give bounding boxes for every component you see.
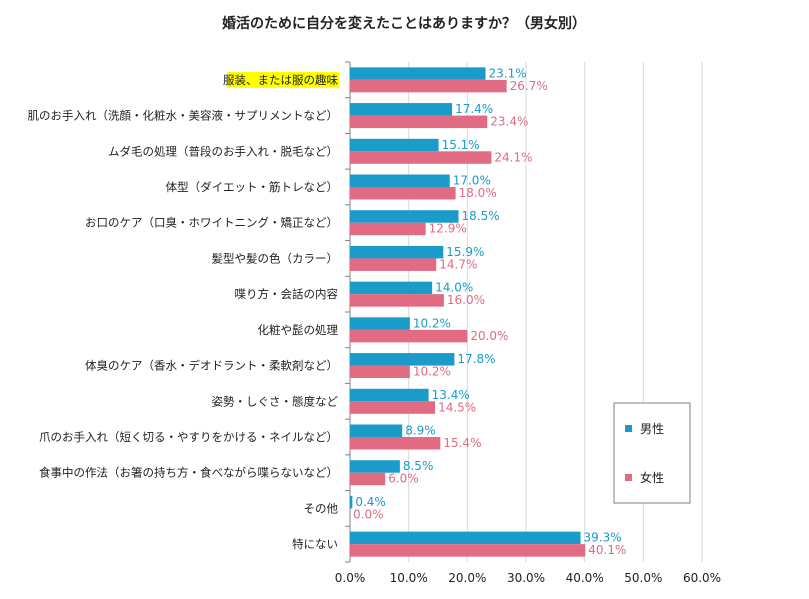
category-label: 体型（ダイエット・筋トレなど） <box>166 180 338 194</box>
legend-swatch-female <box>625 474 632 481</box>
data-label-female: 24.1% <box>494 150 532 164</box>
category-label: お口のケア（口臭・ホワイトニング・矯正など） <box>85 216 338 230</box>
data-label-male: 0.4% <box>355 495 386 509</box>
x-tick-label: 20.0% <box>448 571 486 585</box>
legend-label-female: 女性 <box>640 470 664 485</box>
bar-female <box>350 79 507 93</box>
category-label: 体臭のケア（香水・デオドラント・柔軟剤など） <box>85 359 338 373</box>
data-label-female: 10.2% <box>413 365 451 379</box>
data-label-male: 8.5% <box>403 459 434 473</box>
bar-male <box>350 103 453 116</box>
data-label-male: 18.5% <box>462 209 500 223</box>
category-label: ムダ毛の処理（普段のお手入れ・脱毛など） <box>108 144 338 158</box>
bar-female <box>350 329 468 343</box>
bar-male <box>350 424 403 437</box>
bar-male <box>350 281 433 295</box>
category-highlight <box>227 71 339 88</box>
bar-male <box>350 174 450 187</box>
bar-layer <box>350 67 586 557</box>
category-label: 化粧や髭の処理 <box>258 323 339 337</box>
bar-male <box>350 245 444 259</box>
data-label-female: 16.0% <box>447 293 485 307</box>
bar-female <box>350 544 586 557</box>
category-label: 服装、または服の趣味 <box>223 73 338 87</box>
chart-title: 婚活のために自分を変えたことはありますか？（男女別） <box>222 15 586 32</box>
data-label-female: 6.0% <box>388 472 419 486</box>
bar-male <box>350 67 486 80</box>
data-label-male: 15.9% <box>446 245 484 259</box>
bar-female <box>350 151 492 164</box>
category-label: 爪のお手入れ（短く切る・やすりをかける・ネイルなど） <box>39 430 338 444</box>
data-label-female: 14.5% <box>438 400 476 414</box>
highlight-layer <box>227 71 339 88</box>
data-label-male: 23.1% <box>489 66 527 80</box>
bar-female <box>350 258 437 271</box>
bar-male <box>350 138 439 152</box>
x-tick-label: 50.0% <box>624 571 662 585</box>
bar-female <box>350 437 441 450</box>
data-label-male: 14.0% <box>435 281 473 295</box>
category-label: その他 <box>304 501 339 515</box>
label-layer: 23.1%26.7% 17.4%23.4% 15.1% 24.1%17.0%18.0%… <box>353 66 626 557</box>
data-label-male: 8.9% <box>405 424 436 438</box>
bar-male <box>350 353 455 366</box>
bar-female <box>350 222 426 236</box>
data-label-male: 17.0% <box>453 174 491 188</box>
x-tick-label: 10.0% <box>390 571 428 585</box>
data-label-male: 10.2% <box>413 316 451 330</box>
data-label-female: 12.9% <box>429 222 467 236</box>
x-tick-label: 40.0% <box>566 571 604 585</box>
legend-label-male: 男性 <box>640 422 664 436</box>
x-tick-label: 30.0% <box>507 571 545 585</box>
data-label-male: 15.1% <box>442 138 480 152</box>
data-label-female: 26.7% <box>510 79 548 93</box>
bar-male <box>350 531 581 545</box>
category-label: 肌のお手入れ（洗顔・化粧水・美容液・サプリメントなど） <box>28 109 339 123</box>
legend-box <box>613 402 691 504</box>
data-label-male: 13.4% <box>432 388 470 402</box>
x-tick-label: 0.0% <box>335 571 366 585</box>
bar-male <box>350 210 459 223</box>
bar-female <box>350 115 488 129</box>
data-label-female: 23.4% <box>490 115 528 129</box>
bar-male <box>350 317 410 330</box>
bar-female <box>350 294 444 307</box>
bar-male <box>350 388 429 402</box>
category-label: 姿勢・しぐさ・態度など <box>212 394 339 408</box>
bar-female <box>350 472 386 486</box>
bar-male <box>350 460 400 473</box>
bar-male <box>350 495 353 509</box>
tick-layer: 0.0% 10.0% 20.0% 30.0% 40.0% 50.0% 60.0% <box>335 571 721 585</box>
data-label-male: 17.4% <box>455 102 493 116</box>
category-label: 喋り方・会話の内容 <box>235 287 339 301</box>
data-label-female: 14.7% <box>439 257 477 271</box>
bar-female <box>350 401 436 414</box>
x-tick-label: 60.0% <box>683 571 721 585</box>
category-label: 特にない <box>292 537 338 551</box>
category-label: 食事中の作法（お箸の持ち方・食べながら喋らないなど） <box>39 466 338 480</box>
category-label: 髪型や髪の色（カラー） <box>212 251 339 265</box>
bar-female <box>350 365 410 379</box>
data-label-female: 0.0% <box>353 507 384 521</box>
data-label-male: 39.3% <box>584 531 622 545</box>
data-label-female: 20.0% <box>470 329 508 343</box>
data-label-female: 40.1% <box>588 543 626 557</box>
data-label-female: 15.4% <box>443 436 481 450</box>
data-label-male: 17.8% <box>457 352 495 366</box>
legend-swatch-male <box>625 425 632 432</box>
bar-female <box>350 187 456 200</box>
data-label-female: 18.0% <box>459 186 497 200</box>
